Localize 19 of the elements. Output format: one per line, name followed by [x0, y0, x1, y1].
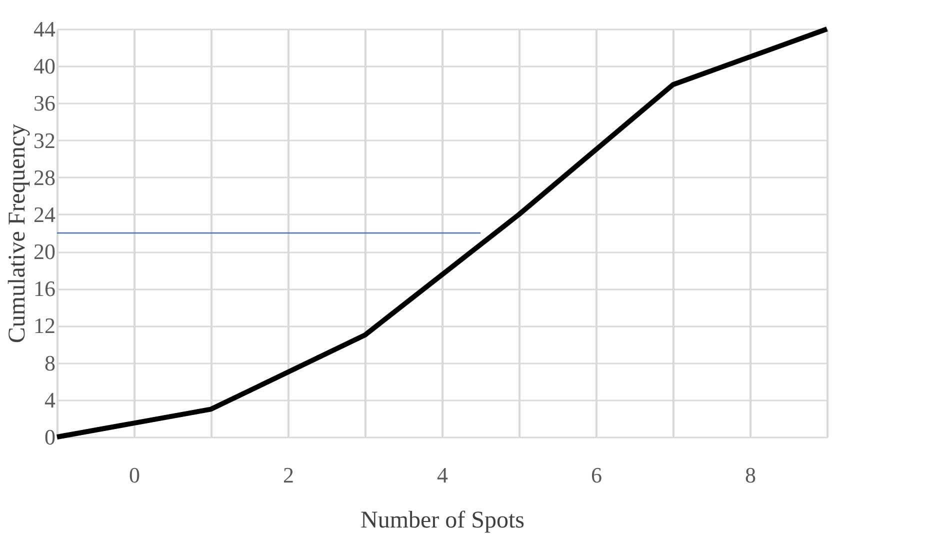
y-tick-label: 0 — [44, 424, 56, 450]
y-axis-title: Cumulative Frequency — [4, 124, 30, 344]
y-tick-label: 32 — [34, 128, 56, 153]
x-tick-label: 6 — [591, 462, 602, 488]
x-tick-label: 0 — [129, 462, 140, 488]
x-tick-label: 4 — [437, 462, 448, 488]
y-tick-label: 36 — [34, 90, 56, 116]
y-tick-label: 44 — [34, 16, 56, 42]
x-axis-title: Number of Spots — [360, 508, 524, 534]
y-tick-label: 4 — [44, 387, 56, 412]
x-tick-label: 8 — [745, 462, 756, 488]
y-tick-label: 8 — [44, 350, 56, 376]
y-tick-label: 12 — [34, 313, 56, 338]
y-tick-label: 40 — [34, 54, 56, 79]
y-tick-label: 24 — [34, 202, 56, 227]
y-tick-label: 20 — [34, 239, 56, 264]
y-tick-label: 28 — [34, 164, 56, 190]
x-tick-label: 2 — [283, 462, 294, 488]
y-tick-label: 16 — [34, 276, 56, 302]
